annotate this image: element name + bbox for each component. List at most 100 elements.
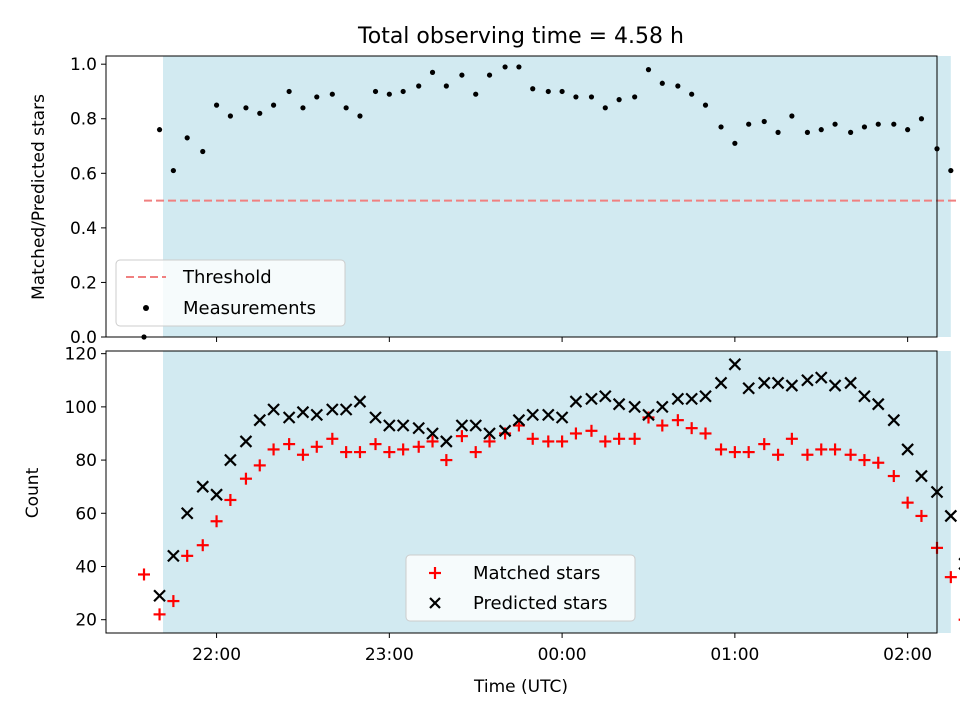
measurement-point xyxy=(905,127,911,133)
matched-point xyxy=(210,515,223,528)
matched-point xyxy=(542,435,555,448)
predicted-point xyxy=(785,379,799,392)
x-tick-label: 00:00 xyxy=(538,645,587,665)
predicted-point xyxy=(369,411,382,424)
measurement-point xyxy=(227,113,233,119)
matched-point xyxy=(728,446,741,459)
matched-point xyxy=(815,443,828,456)
measurement-point xyxy=(243,105,249,111)
measurement-point xyxy=(473,91,479,97)
matched-point xyxy=(656,419,669,432)
matched-point xyxy=(887,470,900,483)
measurement-point xyxy=(286,88,292,95)
matched-point xyxy=(426,435,439,448)
matched-point xyxy=(353,446,366,459)
matched-point xyxy=(296,448,309,461)
measurement-point xyxy=(573,94,579,100)
predicted-point xyxy=(828,379,842,392)
x-tick-label: 01:00 xyxy=(710,645,759,665)
matched-point xyxy=(181,549,194,562)
x-tick-label: 02:00 xyxy=(883,645,932,665)
predicted-point xyxy=(396,419,410,432)
matched-point xyxy=(340,446,353,459)
measurement-point xyxy=(875,121,881,127)
predicted-point xyxy=(383,419,396,432)
predicted-point xyxy=(326,403,339,416)
measurement-point xyxy=(732,140,738,146)
matched-point xyxy=(772,448,785,461)
matched-point xyxy=(599,435,612,448)
predicted-point xyxy=(339,403,353,416)
predicted-point xyxy=(858,389,871,403)
ratio-y-ticks: 0.0 0.2 0.4 0.6 0.8 1.0 xyxy=(70,55,106,348)
predicted-point xyxy=(628,400,641,414)
predicted-point xyxy=(498,424,512,438)
predicted-point xyxy=(844,376,857,390)
predicted-point xyxy=(455,419,469,432)
predicted-point xyxy=(440,435,453,448)
measurement-point xyxy=(832,121,838,127)
measurement-point xyxy=(918,116,925,122)
measurement-point xyxy=(486,72,493,78)
legend-predicted-swatch xyxy=(429,597,441,609)
predicted-point xyxy=(814,371,828,384)
measurement-point xyxy=(675,83,681,89)
measurement-point xyxy=(559,88,565,95)
predicted-point xyxy=(239,435,253,448)
matched-point xyxy=(671,414,684,427)
matched-point xyxy=(310,440,323,453)
measurement-point xyxy=(689,91,695,97)
predicted-point xyxy=(771,376,785,390)
predicted-point xyxy=(801,373,814,387)
predicted-point xyxy=(210,488,223,501)
ratio-legend-box xyxy=(115,259,346,327)
measurement-point xyxy=(602,105,608,111)
y-tick-label: 0.2 xyxy=(70,273,97,293)
matched-point xyxy=(585,424,598,437)
chart-title: Total observing time = 4.58 h xyxy=(357,24,684,49)
ratio-x-ticks xyxy=(216,337,909,342)
predicted-point xyxy=(901,443,914,456)
matched-point xyxy=(858,454,871,467)
measurement-point xyxy=(443,83,449,89)
legend-measurements-swatch xyxy=(143,305,149,311)
measurement-point xyxy=(314,94,320,100)
matched-point xyxy=(167,595,180,608)
measurement-point xyxy=(818,127,824,133)
measurement-point xyxy=(804,129,811,135)
matched-point xyxy=(758,438,771,451)
matched-point xyxy=(153,608,166,621)
matched-point xyxy=(801,448,814,461)
measurement-point xyxy=(891,121,897,127)
y-tick-label: 20 xyxy=(75,611,97,631)
measurement-point xyxy=(718,124,724,130)
predicted-point xyxy=(353,395,367,408)
measurement-point xyxy=(170,167,176,174)
measurement-point xyxy=(213,102,220,108)
measurement-point xyxy=(386,91,392,97)
predicted-point xyxy=(742,381,755,395)
measurement-point xyxy=(588,94,595,100)
matched-point xyxy=(224,493,237,506)
matched-point xyxy=(253,459,266,472)
ratio-legend: Threshold Measurements xyxy=(115,259,346,327)
measurement-point xyxy=(416,83,422,89)
matched-point xyxy=(196,539,209,552)
matched-point xyxy=(829,443,842,456)
x-tick-label: 22:00 xyxy=(192,645,241,665)
predicted-point xyxy=(685,392,698,406)
measurement-point xyxy=(300,105,306,111)
predicted-point xyxy=(671,392,685,406)
predicted-point xyxy=(282,411,296,424)
measurement-point xyxy=(502,64,508,70)
matched-point xyxy=(267,443,280,456)
predicted-point xyxy=(180,507,194,520)
matched-point xyxy=(526,432,539,445)
matched-point xyxy=(283,438,296,451)
measurement-point xyxy=(530,86,536,92)
matched-point xyxy=(440,454,453,467)
measurement-point xyxy=(459,72,465,78)
matched-point xyxy=(844,448,857,461)
predicted-point xyxy=(757,376,771,390)
predicted-point xyxy=(512,413,526,427)
